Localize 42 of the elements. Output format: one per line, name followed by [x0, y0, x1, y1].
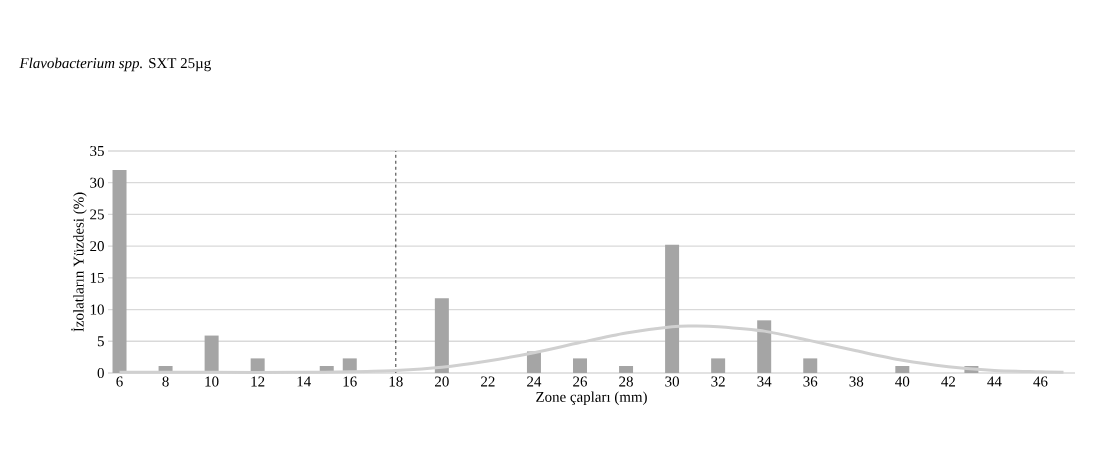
chart-title: Flavobacterium spp. SXT 25µg: [19, 57, 211, 72]
y-tick-label: 25: [90, 209, 104, 220]
x-tick-label: 8: [162, 376, 169, 387]
x-tick-label: 44: [987, 376, 1002, 387]
y-tick-label: 35: [90, 145, 104, 156]
bar: [757, 320, 772, 373]
y-tick-label: 0: [97, 367, 104, 379]
y-tick-label: 10: [90, 304, 104, 315]
x-tick-label: 26: [573, 376, 588, 387]
bar: [711, 358, 726, 373]
bar: [112, 170, 127, 373]
x-tick-label: 20: [435, 376, 449, 387]
bar: [434, 298, 449, 373]
bar: [803, 358, 818, 373]
x-tick-label: 6: [116, 376, 123, 387]
x-tick-label: 38: [849, 376, 864, 387]
x-tick-label: 32: [711, 376, 725, 387]
x-tick-label: 24: [527, 376, 542, 387]
y-tick-label: 30: [90, 177, 104, 188]
x-tick-label: 18: [389, 376, 403, 387]
x-tick-label: 40: [895, 376, 910, 387]
y-axis-title: İzolatların Yüzdesi (%): [71, 192, 87, 332]
bar: [665, 244, 680, 373]
y-tick-label: 20: [90, 241, 104, 252]
bar: [895, 366, 910, 373]
x-tick-label: 28: [619, 376, 633, 387]
x-tick-label: 14: [297, 376, 311, 387]
y-tick-label: 15: [90, 272, 104, 283]
bar: [204, 335, 219, 373]
bar: [619, 366, 634, 373]
y-tick-label: 5: [97, 336, 104, 347]
x-tick-label: 34: [757, 376, 772, 387]
x-axis-title: Zone çapları (mm): [536, 391, 647, 405]
x-tick-label: 46: [1033, 376, 1048, 387]
x-tick-label: 10: [205, 376, 219, 387]
x-tick-label: 36: [803, 376, 818, 387]
bar: [573, 358, 587, 373]
x-tick-label: 12: [251, 376, 265, 387]
x-tick-label: 30: [665, 376, 679, 387]
x-tick-label: 22: [481, 376, 495, 387]
x-tick-label: 42: [941, 376, 956, 387]
x-tick-label: 16: [343, 376, 357, 387]
